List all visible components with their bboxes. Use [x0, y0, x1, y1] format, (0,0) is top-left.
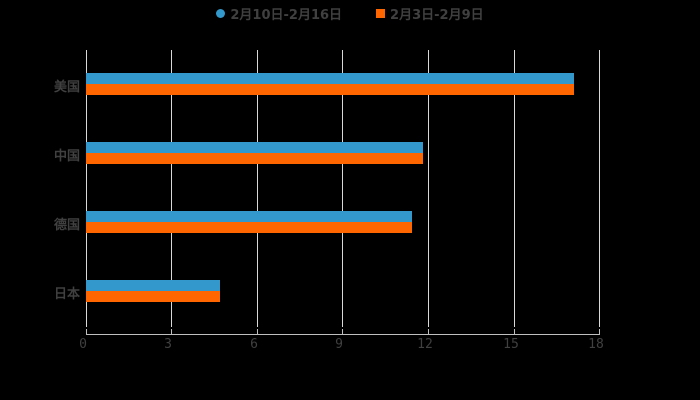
legend-marker-square-icon [376, 8, 386, 18]
bar-previous-week[interactable] [86, 222, 412, 233]
category-label-usa: 美国 [53, 80, 80, 95]
x-axis-line [86, 334, 600, 335]
x-tick-label: 12 [417, 337, 433, 352]
x-tick [599, 329, 600, 335]
x-tick-label: 6 [250, 337, 258, 352]
x-tick [342, 329, 343, 335]
bar-previous-week[interactable] [86, 153, 423, 164]
x-tick [171, 329, 172, 335]
category-label-germany: 德国 [53, 218, 80, 233]
category-label-japan: 日本 [53, 287, 80, 302]
x-tick-label: 3 [164, 337, 172, 352]
gridline [86, 50, 87, 327]
bar-current-week[interactable] [86, 73, 574, 84]
gridline [599, 50, 600, 327]
bar-current-week[interactable] [86, 280, 220, 291]
x-tick-label: 0 [79, 337, 87, 352]
bar-current-week[interactable] [86, 142, 423, 153]
x-tick [86, 329, 87, 335]
x-tick-label: 18 [588, 337, 604, 352]
x-tick [514, 329, 515, 335]
chart-legend: 2月10日-2月16日 2月3日-2月9日 [0, 4, 700, 23]
legend-item-series-1[interactable]: 2月10日-2月16日 [216, 4, 342, 23]
x-tick-label: 15 [503, 337, 519, 352]
category-label-china: 中国 [53, 149, 80, 164]
x-tick-label: 9 [335, 337, 343, 352]
legend-marker-circle-icon [216, 8, 226, 18]
bar-current-week[interactable] [86, 211, 412, 222]
bar-previous-week[interactable] [86, 84, 574, 95]
gridline [342, 50, 343, 327]
legend-item-series-2[interactable]: 2月3日-2月9日 [376, 4, 484, 23]
gridline [257, 50, 258, 327]
gridline [171, 50, 172, 327]
x-tick [428, 329, 429, 335]
x-tick [257, 329, 258, 335]
legend-label: 2月10日-2月16日 [230, 7, 343, 23]
gridline [428, 50, 429, 327]
legend-label: 2月3日-2月9日 [390, 7, 484, 23]
plot-area [86, 50, 600, 327]
bar-previous-week[interactable] [86, 291, 220, 302]
gridline [514, 50, 515, 327]
